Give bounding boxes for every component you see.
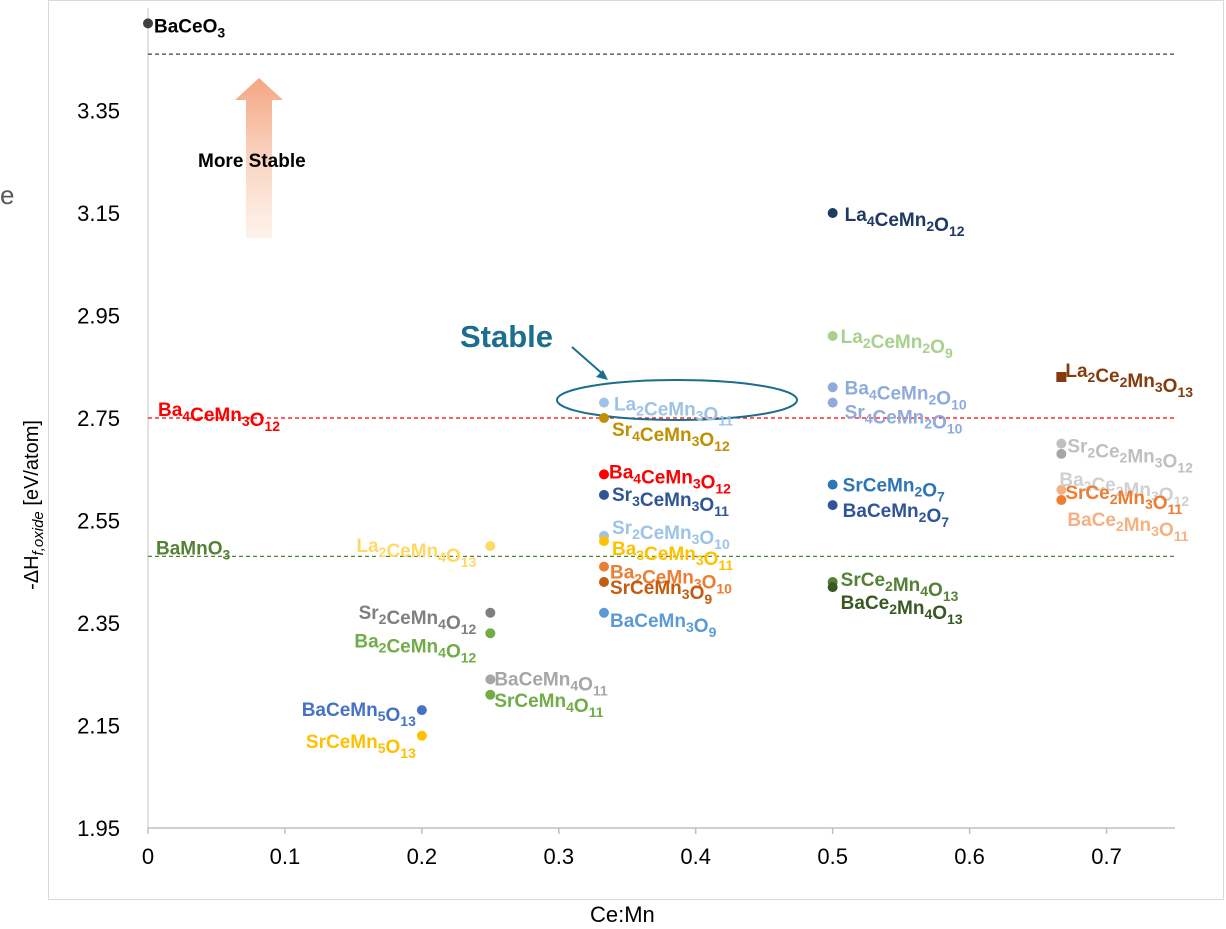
data-point — [598, 607, 609, 618]
data-label: BaCeMn2O7 — [843, 501, 950, 530]
data-label: Ba4CeMn3O12 — [609, 462, 731, 496]
y-tick-label: 1.95 — [77, 816, 120, 841]
stable-highlight-ellipse — [556, 379, 798, 421]
data-point — [827, 500, 838, 511]
more-stable-arrow-icon — [235, 78, 283, 238]
data-point — [598, 413, 609, 423]
data-point — [598, 397, 609, 408]
data-label: Sr4CeMn2O10 — [845, 403, 963, 437]
x-tick-label: 0 — [142, 844, 154, 869]
reference-line-label: Ba4CeMn3O12 — [158, 400, 280, 434]
data-point — [598, 577, 609, 587]
data-label: Sr4CeMn3O12 — [612, 420, 730, 454]
data-label: BaCeMn3O9 — [610, 611, 717, 640]
data-label: BaCe2Mn4O13 — [841, 593, 963, 627]
x-tick-label: 0.6 — [954, 844, 985, 869]
data-point — [1056, 372, 1067, 382]
data-point — [485, 689, 496, 700]
data-point — [416, 730, 427, 741]
data-label: Ba2CeMn4O12 — [354, 631, 476, 665]
x-tick-label: 0.4 — [680, 844, 711, 869]
data-points — [143, 18, 1067, 741]
data-point — [485, 674, 496, 685]
reference-line-label: BaMnO3 — [156, 538, 231, 562]
data-label: La2Ce2Mn3O13 — [1065, 361, 1193, 400]
data-point — [1056, 448, 1067, 459]
data-point — [143, 18, 153, 29]
x-tick-label: 0.2 — [407, 844, 438, 869]
data-point — [598, 561, 609, 572]
data-label: Ba4CeMn2O10 — [845, 378, 967, 412]
y-tick-label: 2.75 — [77, 406, 120, 431]
x-axis-title: Ce:Mn — [590, 902, 655, 927]
stable-label: Stable — [460, 319, 553, 354]
more-stable-label: More Stable — [198, 151, 306, 172]
data-label: Sr2CeMn4O12 — [359, 603, 477, 637]
data-point — [416, 705, 427, 716]
data-label: SrCeMn3O9 — [610, 578, 712, 607]
reference-lines: Ba4CeMn3O12 BaMnO3 — [148, 53, 1175, 562]
y-axis-title: -ΔHf,oxide [eV/atom] — [21, 420, 47, 590]
data-point — [485, 541, 496, 552]
y-tick-label: 3.15 — [77, 201, 120, 226]
data-label: SrCe2Mn3O11 — [1065, 483, 1182, 517]
data-label: BaCeO3 — [154, 16, 225, 40]
data-label: La2CeMn4O13 — [356, 536, 476, 570]
stable-pointer-arrow-icon — [571, 346, 606, 377]
x-tick-label: 0.5 — [817, 844, 848, 869]
data-point — [827, 331, 838, 341]
stable-pointer-head-icon — [596, 370, 608, 380]
data-point — [827, 397, 838, 408]
x-tick-label: 0.7 — [1091, 844, 1122, 869]
data-label: SrCeMn2O7 — [843, 476, 945, 505]
x-tick-label: 0.1 — [270, 844, 301, 869]
data-label: BaCeMn5O13 — [302, 700, 416, 729]
data-label: SrCe2Mn4O13 — [841, 570, 959, 604]
data-label: La4CeMn2O12 — [845, 205, 965, 239]
data-point — [1056, 438, 1067, 449]
data-point — [598, 489, 609, 500]
y-tick-label: 2.95 — [77, 304, 120, 329]
data-point — [827, 208, 838, 218]
data-label: Ba3CeMn3O11 — [612, 539, 733, 573]
data-label: Sr2CeMn3O10 — [612, 518, 730, 552]
data-label: BaCeMn4O11 — [494, 669, 608, 698]
annotations: More Stable Stable — [198, 78, 798, 421]
data-label: La2CeMn2O9 — [841, 327, 953, 361]
data-point — [1056, 484, 1067, 495]
data-label: SrCeMn4O11 — [494, 691, 603, 720]
data-point — [827, 382, 838, 393]
stray-letter: e — [0, 180, 15, 210]
data-label: Sr2Ce2Mn3O12 — [1067, 437, 1193, 476]
y-tick-label: 3.35 — [77, 99, 120, 124]
chart-frame — [48, 0, 1224, 900]
data-point — [827, 582, 838, 593]
data-label: BaCe2Mn3O11 — [1067, 510, 1188, 544]
data-label: Ba2Ce2Mn3O12 — [1059, 470, 1189, 509]
data-point — [827, 479, 838, 490]
data-point — [598, 469, 609, 480]
data-point — [1056, 495, 1067, 505]
axes: 0 0.1 0.2 0.3 0.4 0.5 0.6 0.7 1.95 2.15 2.35 2.55 2.… — [77, 8, 1175, 869]
x-tick-label: 0.3 — [544, 844, 575, 869]
data-label: La2CeMn3O11 — [614, 395, 733, 429]
data-label: Sr3CeMn3O11 — [612, 485, 729, 519]
data-label: Ba2CeMn3O10 — [610, 563, 732, 597]
data-point — [485, 628, 496, 639]
y-tick-label: 2.15 — [77, 714, 120, 739]
data-point — [598, 536, 609, 546]
y-tick-label: 2.35 — [77, 611, 120, 636]
data-labels: BaCeO3 BaCeMn5O13 SrCeMn5O13 La2CeMn4O13 Sr2… — [154, 16, 1193, 760]
data-point — [485, 607, 496, 618]
data-label: SrCeMn5O13 — [306, 732, 416, 761]
y-tick-label: 2.55 — [77, 509, 120, 534]
